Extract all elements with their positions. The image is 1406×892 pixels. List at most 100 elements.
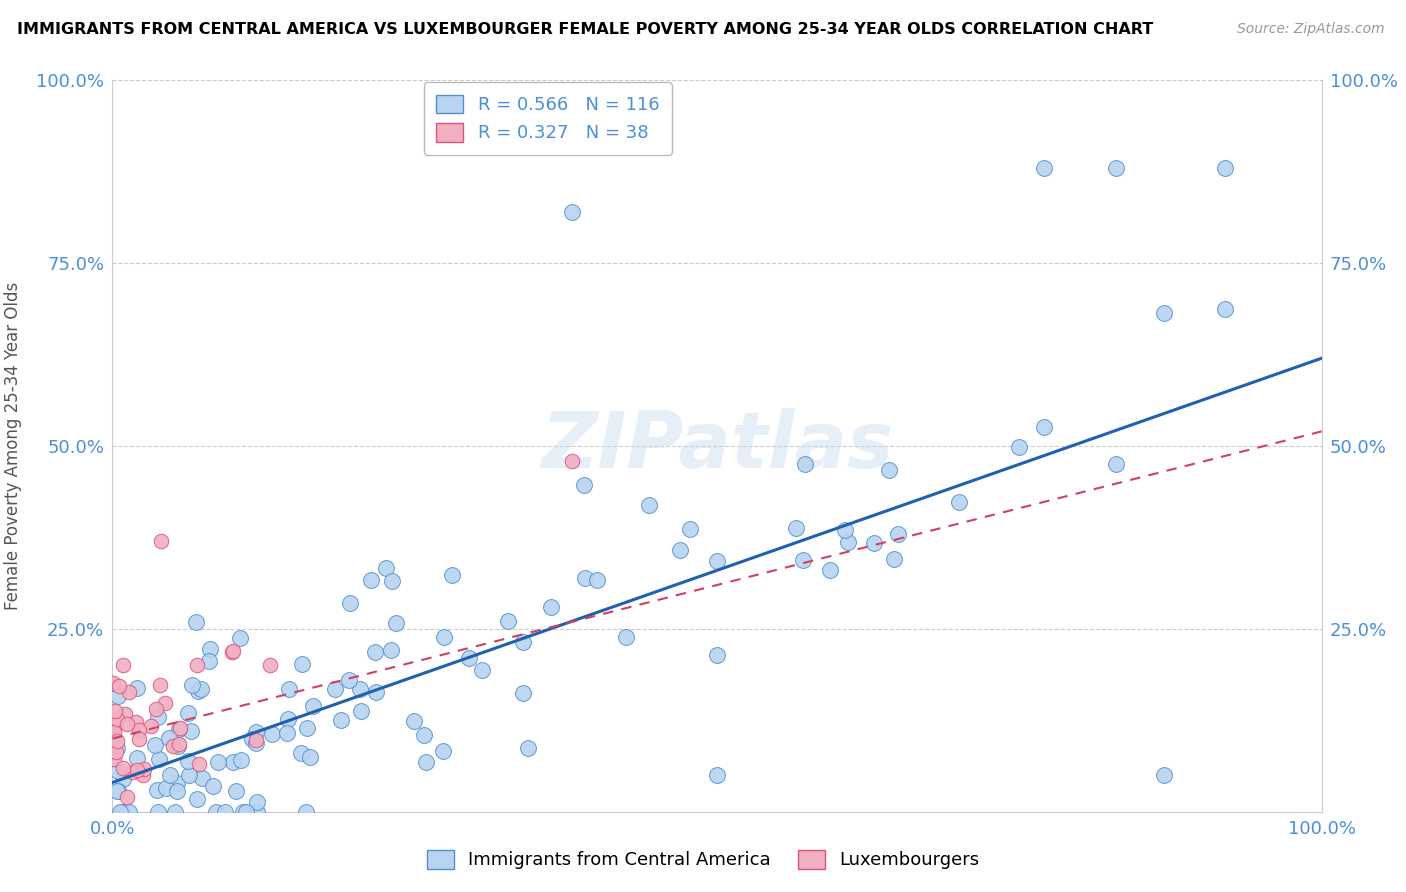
Point <box>512 685 534 699</box>
Legend: Immigrants from Central America, Luxembourgers: Immigrants from Central America, Luxembo… <box>418 841 988 879</box>
Point <box>139 719 162 733</box>
Point <box>561 453 583 467</box>
Point <box>190 681 212 696</box>
Point <box>440 568 463 582</box>
Point <box>145 702 167 716</box>
Point <box>221 644 243 658</box>
Point <box>235 805 257 819</box>
Legend: R = 0.566   N = 116, R = 0.327   N = 38: R = 0.566 N = 116, R = 0.327 N = 38 <box>423 82 672 155</box>
Point <box>148 752 170 766</box>
Point <box>104 718 127 732</box>
Point <box>125 715 148 730</box>
Point <box>706 648 728 662</box>
Point <box>794 457 817 471</box>
Point <box>291 657 314 671</box>
Point <box>149 678 172 692</box>
Point <box>180 724 202 739</box>
Point <box>574 570 596 584</box>
Point <box>148 710 170 724</box>
Point <box>107 764 129 779</box>
Point <box>167 723 190 737</box>
Point <box>122 764 145 779</box>
Point <box>432 744 454 758</box>
Point <box>107 783 129 797</box>
Point <box>433 630 456 644</box>
Point <box>166 776 188 790</box>
Point <box>111 772 134 786</box>
Point <box>792 553 814 567</box>
Point <box>330 713 353 727</box>
Point <box>887 526 910 541</box>
Point <box>458 651 481 665</box>
Point <box>207 755 229 769</box>
Point <box>181 677 204 691</box>
Point <box>585 574 607 588</box>
Text: Source: ZipAtlas.com: Source: ZipAtlas.com <box>1237 22 1385 37</box>
Point <box>165 805 187 819</box>
Point <box>188 756 211 771</box>
Point <box>112 760 135 774</box>
Point <box>204 805 226 819</box>
Point <box>349 682 371 697</box>
Point <box>104 746 127 760</box>
Text: IMMIGRANTS FROM CENTRAL AMERICA VS LUXEMBOURGER FEMALE POVERTY AMONG 25-34 YEAR : IMMIGRANTS FROM CENTRAL AMERICA VS LUXEM… <box>17 22 1153 37</box>
Point <box>339 595 361 609</box>
Point <box>277 682 299 697</box>
Point <box>706 554 728 568</box>
Point <box>323 681 346 696</box>
Point <box>246 805 269 819</box>
Point <box>107 690 129 704</box>
Point <box>1213 161 1236 175</box>
Point <box>214 805 236 819</box>
Point <box>245 724 267 739</box>
Point <box>360 573 382 587</box>
Point <box>572 478 595 492</box>
Point <box>128 723 150 737</box>
Point <box>512 634 534 648</box>
Point <box>177 755 200 769</box>
Point <box>415 755 437 769</box>
Point <box>177 706 200 720</box>
Point <box>186 792 208 806</box>
Point <box>105 784 128 798</box>
Point <box>111 805 134 819</box>
Point <box>245 736 267 750</box>
Point <box>101 676 124 690</box>
Point <box>246 795 269 809</box>
Point <box>107 734 129 748</box>
Point <box>148 805 170 819</box>
Point <box>179 768 201 782</box>
Point <box>517 741 540 756</box>
Point <box>863 535 886 549</box>
Point <box>118 684 141 698</box>
Point <box>200 642 222 657</box>
Point <box>290 746 312 760</box>
Point <box>201 779 224 793</box>
Point <box>363 645 385 659</box>
Point <box>125 763 148 777</box>
Point <box>337 673 360 687</box>
Point <box>184 615 207 629</box>
Point <box>107 741 129 756</box>
Point <box>242 732 264 747</box>
Point <box>1032 161 1054 175</box>
Point <box>112 658 135 673</box>
Point <box>402 714 425 728</box>
Point <box>297 722 319 736</box>
Point <box>197 654 219 668</box>
Point <box>162 739 184 754</box>
Point <box>186 658 208 673</box>
Point <box>540 599 562 614</box>
Point <box>127 750 149 764</box>
Point <box>149 534 172 549</box>
Point <box>245 733 267 747</box>
Point <box>277 712 299 726</box>
Point <box>706 768 728 782</box>
Y-axis label: Female Poverty Among 25-34 Year Olds: Female Poverty Among 25-34 Year Olds <box>4 282 22 610</box>
Point <box>883 551 905 566</box>
Point <box>145 782 167 797</box>
Point <box>638 498 661 512</box>
Point <box>381 574 404 588</box>
Point <box>1008 440 1031 454</box>
Point <box>295 805 318 819</box>
